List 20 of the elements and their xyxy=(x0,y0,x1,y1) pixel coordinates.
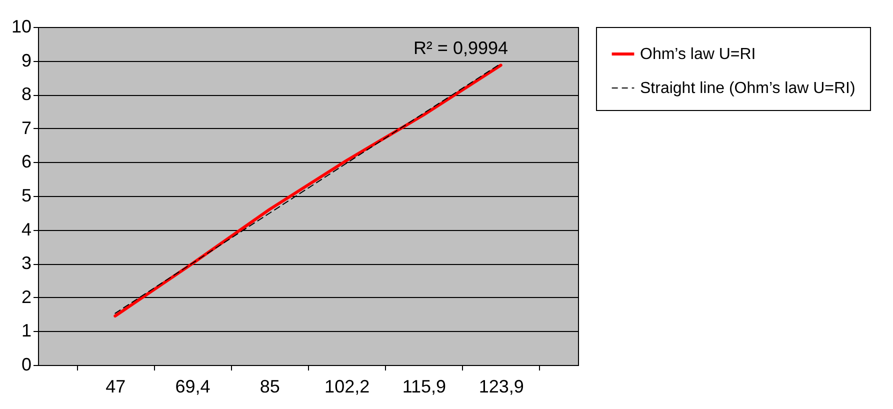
x-tick-label: 123,9 xyxy=(478,376,524,396)
x-tick-label: 102,2 xyxy=(324,376,370,396)
x-tick-label: 115,9 xyxy=(402,376,446,396)
x-tick-label: 69,4 xyxy=(175,376,210,396)
y-tick-label: 8 xyxy=(21,84,32,104)
y-tick-label: 6 xyxy=(21,152,32,172)
y-tick-label: 9 xyxy=(21,50,32,70)
y-tick-label: 4 xyxy=(21,219,32,240)
legend-label: Straight line (Ohm’s law U=RI) xyxy=(640,80,856,97)
legend-label: Ohm’s law U=RI xyxy=(640,46,756,63)
y-tick-label: 2 xyxy=(21,286,32,307)
x-tick-label: 85 xyxy=(260,376,280,396)
annotation: R² = 0,9994 xyxy=(413,38,508,58)
y-tick-label: 7 xyxy=(21,118,32,138)
y-tick-label: 1 xyxy=(21,320,32,341)
y-tick-label: 5 xyxy=(21,186,32,206)
y-tick-label: 3 xyxy=(21,253,32,274)
x-tick-label: 47 xyxy=(106,376,126,396)
y-tick-label: 10 xyxy=(11,16,32,36)
y-tick-label: 0 xyxy=(21,354,32,374)
